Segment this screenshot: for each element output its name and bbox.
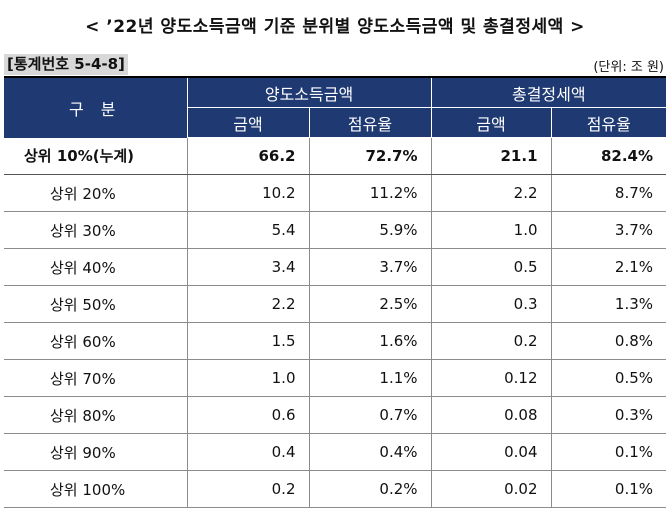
row-label: 상위 30% xyxy=(4,211,188,249)
cell-income-share: 0.7% xyxy=(309,396,432,434)
cell-income-amount: 1.5 xyxy=(187,322,310,360)
table-row: 상위 40% 3.4 3.7% 0.5 2.1% xyxy=(4,248,667,286)
statistics-table: 구 분 양도소득금액 총결정세액 금액 점유율 금액 점유율 상위 10%(누계… xyxy=(4,78,667,508)
table-header: 구 분 양도소득금액 총결정세액 금액 점유율 금액 점유율 xyxy=(4,78,667,138)
header-amount-1: 금액 xyxy=(187,107,310,138)
row-label: 상위 20% xyxy=(4,174,188,212)
row-label: 상위 60% xyxy=(4,322,188,360)
header-group-total-tax: 총결정세액 xyxy=(431,78,667,108)
row-label: 상위 80% xyxy=(4,396,188,434)
cell-tax-amount: 0.5 xyxy=(431,248,552,286)
table-row: 상위 80% 0.6 0.7% 0.08 0.3% xyxy=(4,396,667,434)
table-row: 상위 20% 10.2 11.2% 2.2 8.7% xyxy=(4,174,667,212)
cell-income-amount: 0.2 xyxy=(187,470,310,508)
header-amount-2: 금액 xyxy=(431,107,552,138)
page-title: < ’22년 양도소득금액 기준 분위별 양도소득금액 및 총결정세액 > xyxy=(85,17,585,37)
table-row: 상위 10%(누계) 66.2 72.7% 21.1 82.4% xyxy=(4,137,667,175)
cell-tax-amount: 0.12 xyxy=(431,359,552,397)
table-row: 상위 60% 1.5 1.6% 0.2 0.8% xyxy=(4,322,667,360)
row-label: 상위 100% xyxy=(4,470,188,508)
cell-tax-amount: 0.02 xyxy=(431,470,552,508)
table-row: 상위 100% 0.2 0.2% 0.02 0.1% xyxy=(4,470,667,508)
cell-income-share: 0.4% xyxy=(309,433,432,471)
cell-tax-amount: 1.0 xyxy=(431,211,552,249)
header-share-1: 점유율 xyxy=(309,107,432,138)
cell-income-share: 3.7% xyxy=(309,248,432,286)
table-number: [통계번호 5-4-8] xyxy=(4,54,128,75)
header-row-label: 구 분 xyxy=(4,78,188,138)
cell-tax-amount: 0.3 xyxy=(431,285,552,323)
unit-label: (단위: 조 원) xyxy=(593,60,664,75)
cell-tax-share: 82.4% xyxy=(551,137,667,175)
cell-income-amount: 0.6 xyxy=(187,396,310,434)
cell-income-share: 5.9% xyxy=(309,211,432,249)
table-meta: [통계번호 5-4-8] (단위: 조 원) xyxy=(4,54,666,78)
cell-tax-share: 0.1% xyxy=(551,470,667,508)
row-label: 상위 70% xyxy=(4,359,188,397)
cell-income-amount: 2.2 xyxy=(187,285,310,323)
cell-tax-share: 3.7% xyxy=(551,211,667,249)
header-share-2: 점유율 xyxy=(551,107,667,138)
cell-income-share: 11.2% xyxy=(309,174,432,212)
cell-tax-amount: 2.2 xyxy=(431,174,552,212)
row-label: 상위 50% xyxy=(4,285,188,323)
cell-tax-share: 2.1% xyxy=(551,248,667,286)
cell-income-amount: 3.4 xyxy=(187,248,310,286)
cell-income-share: 72.7% xyxy=(309,137,432,175)
cell-tax-amount: 0.2 xyxy=(431,322,552,360)
cell-tax-amount: 0.04 xyxy=(431,433,552,471)
cell-income-share: 1.6% xyxy=(309,322,432,360)
cell-tax-share: 0.8% xyxy=(551,322,667,360)
cell-income-amount: 5.4 xyxy=(187,211,310,249)
cell-tax-amount: 21.1 xyxy=(431,137,552,175)
cell-income-amount: 1.0 xyxy=(187,359,310,397)
cell-tax-share: 0.3% xyxy=(551,396,667,434)
row-label: 상위 90% xyxy=(4,433,188,471)
table-row: 상위 50% 2.2 2.5% 0.3 1.3% xyxy=(4,285,667,323)
cell-income-share: 0.2% xyxy=(309,470,432,508)
table-row: 상위 30% 5.4 5.9% 1.0 3.7% xyxy=(4,211,667,249)
cell-tax-share: 8.7% xyxy=(551,174,667,212)
row-label: 상위 10%(누계) xyxy=(4,137,188,175)
cell-tax-share: 0.1% xyxy=(551,433,667,471)
table-row: 상위 70% 1.0 1.1% 0.12 0.5% xyxy=(4,359,667,397)
cell-income-amount: 66.2 xyxy=(187,137,310,175)
header-group-transfer-income: 양도소득금액 xyxy=(187,78,432,108)
cell-income-amount: 0.4 xyxy=(187,433,310,471)
cell-income-share: 2.5% xyxy=(309,285,432,323)
table-row: 상위 90% 0.4 0.4% 0.04 0.1% xyxy=(4,433,667,471)
cell-tax-amount: 0.08 xyxy=(431,396,552,434)
table-body: 상위 10%(누계) 66.2 72.7% 21.1 82.4% 상위 20% … xyxy=(4,137,667,508)
cell-tax-share: 0.5% xyxy=(551,359,667,397)
row-label: 상위 40% xyxy=(4,248,188,286)
cell-income-share: 1.1% xyxy=(309,359,432,397)
cell-tax-share: 1.3% xyxy=(551,285,667,323)
cell-income-amount: 10.2 xyxy=(187,174,310,212)
